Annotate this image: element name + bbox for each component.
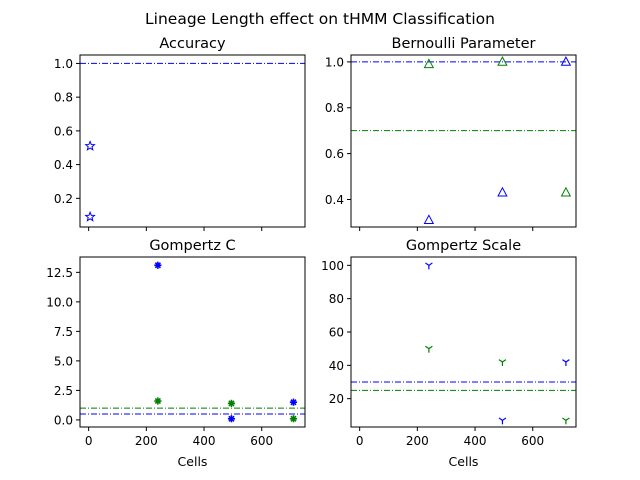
y-tick-label: 10.0 — [46, 295, 73, 309]
data-point — [498, 417, 507, 425]
panel-title: Gompertz C — [149, 238, 235, 254]
y-tick-label: 12.5 — [46, 266, 73, 280]
y-tick-label: 1.0 — [325, 55, 344, 69]
y-tick-label: 2.5 — [54, 384, 73, 398]
y-tick-label: 0.8 — [54, 91, 73, 105]
x-tick-label: 200 — [135, 434, 158, 448]
x-axis-label: Cells — [449, 454, 479, 469]
y-tick-label: 0.6 — [54, 124, 73, 138]
y-tick-label: 0.4 — [325, 193, 344, 207]
y-tick-label: 0.2 — [54, 192, 73, 206]
y-tick-label: 20 — [329, 392, 344, 406]
figure-suptitle: Lineage Length effect on tHMM Classifica… — [145, 10, 495, 28]
data-point — [289, 398, 298, 406]
data-point — [423, 214, 435, 225]
panel-accuracy: Accuracy 0.2 0.4 0.6 0.8 1.0 — [54, 36, 306, 231]
data-point — [560, 186, 572, 197]
y-tick-label: 0.0 — [54, 413, 73, 427]
x-axis-label: Cells — [178, 454, 208, 469]
y-tick-label: 0.6 — [325, 147, 344, 161]
axes-frame — [350, 54, 577, 228]
data-point — [498, 359, 507, 366]
data-point — [562, 417, 570, 425]
x-tick-label: 600 — [250, 434, 273, 448]
y-tick-label: 1.0 — [54, 57, 73, 71]
data-point — [154, 397, 162, 405]
axes-frame — [79, 256, 306, 428]
panel-title: Accuracy — [159, 36, 226, 52]
y-tick-label: 5.0 — [54, 354, 73, 368]
y-tick-label: 40 — [329, 359, 344, 373]
data-point — [562, 359, 570, 366]
axes-frame — [350, 256, 577, 428]
data-point — [227, 399, 236, 407]
panel-gompertz-scale: Gompertz Scale 20 40 60 80 100 0 200 400 600 Cells — [321, 238, 577, 469]
data-point — [423, 58, 435, 69]
axes-frame — [79, 54, 306, 228]
data-point — [425, 345, 433, 353]
panel-gompertz-c: Gompertz C 0.0 2.5 5.0 7.5 10.0 12.5 0 200 400 600… — [46, 238, 306, 469]
data-point — [84, 210, 96, 222]
data-point — [84, 140, 96, 151]
data-point — [154, 261, 162, 269]
data-point — [497, 186, 508, 197]
x-tick-label: 0 — [85, 434, 93, 448]
x-tick-label: 600 — [521, 434, 544, 448]
y-tick-label: 100 — [321, 259, 344, 273]
data-point — [227, 415, 236, 423]
data-point — [425, 262, 433, 270]
data-point — [289, 415, 298, 423]
y-tick-label: 7.5 — [54, 325, 73, 339]
x-tick-label: 0 — [356, 434, 364, 448]
panel-title: Gompertz Scale — [406, 238, 521, 254]
y-tick-label: 80 — [329, 292, 344, 306]
data-point — [560, 56, 572, 66]
y-tick-label: 60 — [329, 326, 344, 340]
y-tick-label: 0.4 — [54, 158, 73, 172]
x-tick-label: 400 — [464, 434, 487, 448]
y-tick-label: 0.8 — [325, 101, 344, 115]
x-tick-label: 200 — [406, 434, 429, 448]
x-tick-label: 400 — [193, 434, 216, 448]
panel-title: Bernoulli Parameter — [392, 36, 536, 52]
data-point — [497, 56, 508, 66]
panel-bernoulli-parameter: Bernoulli Parameter 0.4 0.6 0.8 1.0 — [325, 36, 577, 231]
